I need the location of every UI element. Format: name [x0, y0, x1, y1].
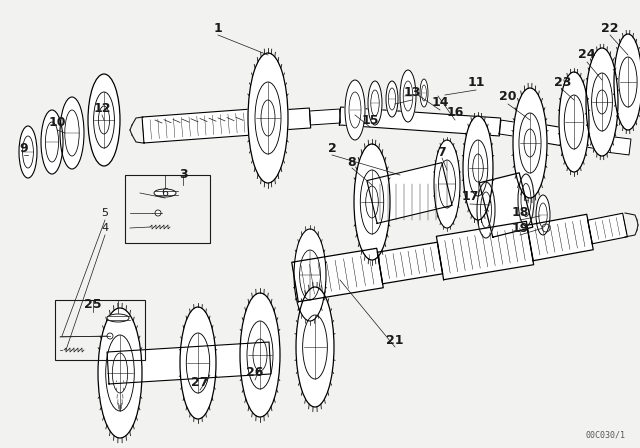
Text: 00C030/1: 00C030/1: [585, 431, 625, 439]
Polygon shape: [292, 248, 383, 302]
Text: 16: 16: [446, 107, 464, 120]
Text: 11: 11: [467, 77, 484, 90]
Text: 5: 5: [102, 208, 109, 218]
Polygon shape: [597, 135, 631, 155]
Text: 15: 15: [361, 113, 379, 126]
Bar: [125, 175, 210, 243]
Polygon shape: [588, 213, 627, 244]
Text: 12: 12: [93, 102, 111, 115]
Text: 25: 25: [84, 298, 102, 311]
Polygon shape: [367, 163, 452, 224]
Text: 27: 27: [191, 376, 209, 389]
Ellipse shape: [400, 70, 416, 122]
Ellipse shape: [434, 140, 460, 228]
Text: 6: 6: [161, 188, 168, 198]
Ellipse shape: [41, 110, 63, 174]
Ellipse shape: [240, 293, 280, 417]
Text: 4: 4: [101, 223, 109, 233]
Ellipse shape: [345, 80, 365, 140]
Polygon shape: [142, 109, 253, 143]
Ellipse shape: [88, 74, 120, 166]
Text: 22: 22: [601, 22, 619, 34]
Polygon shape: [436, 221, 534, 280]
Ellipse shape: [107, 314, 129, 322]
Bar: [55, 300, 145, 360]
Text: 14: 14: [431, 96, 449, 109]
Text: 26: 26: [246, 366, 264, 379]
Text: 8: 8: [348, 155, 356, 168]
Ellipse shape: [586, 48, 618, 156]
Polygon shape: [252, 108, 310, 132]
Polygon shape: [569, 132, 599, 149]
Ellipse shape: [154, 189, 176, 197]
Text: 17: 17: [461, 190, 479, 203]
Ellipse shape: [180, 307, 216, 419]
Ellipse shape: [296, 287, 334, 407]
Text: 20: 20: [499, 90, 516, 103]
Ellipse shape: [614, 34, 640, 130]
Text: 10: 10: [48, 116, 66, 129]
Polygon shape: [378, 242, 443, 284]
Polygon shape: [479, 173, 532, 237]
Polygon shape: [107, 342, 271, 384]
Text: 9: 9: [20, 142, 28, 155]
Ellipse shape: [19, 126, 37, 178]
Text: 24: 24: [579, 48, 596, 61]
Ellipse shape: [98, 308, 142, 438]
Ellipse shape: [536, 195, 550, 235]
Text: 23: 23: [554, 77, 572, 90]
Ellipse shape: [107, 333, 113, 339]
Polygon shape: [527, 214, 593, 261]
Text: 7: 7: [438, 146, 446, 159]
Ellipse shape: [518, 174, 534, 226]
Polygon shape: [339, 107, 500, 136]
Text: 18: 18: [511, 207, 529, 220]
Text: 1: 1: [214, 22, 222, 34]
Ellipse shape: [386, 81, 398, 117]
Text: 2: 2: [328, 142, 337, 155]
Ellipse shape: [294, 229, 326, 321]
Text: 3: 3: [179, 168, 188, 181]
Text: 19: 19: [511, 221, 529, 234]
Ellipse shape: [463, 116, 493, 220]
Ellipse shape: [477, 182, 495, 238]
Ellipse shape: [354, 144, 390, 260]
Ellipse shape: [155, 210, 161, 216]
Ellipse shape: [420, 79, 428, 107]
Polygon shape: [310, 109, 340, 125]
Ellipse shape: [60, 97, 84, 169]
Polygon shape: [499, 120, 541, 140]
Polygon shape: [538, 124, 572, 147]
Ellipse shape: [513, 88, 547, 198]
Ellipse shape: [248, 53, 288, 183]
Ellipse shape: [368, 81, 382, 125]
Text: 21: 21: [387, 333, 404, 346]
Text: 13: 13: [403, 86, 420, 99]
Ellipse shape: [559, 72, 589, 172]
